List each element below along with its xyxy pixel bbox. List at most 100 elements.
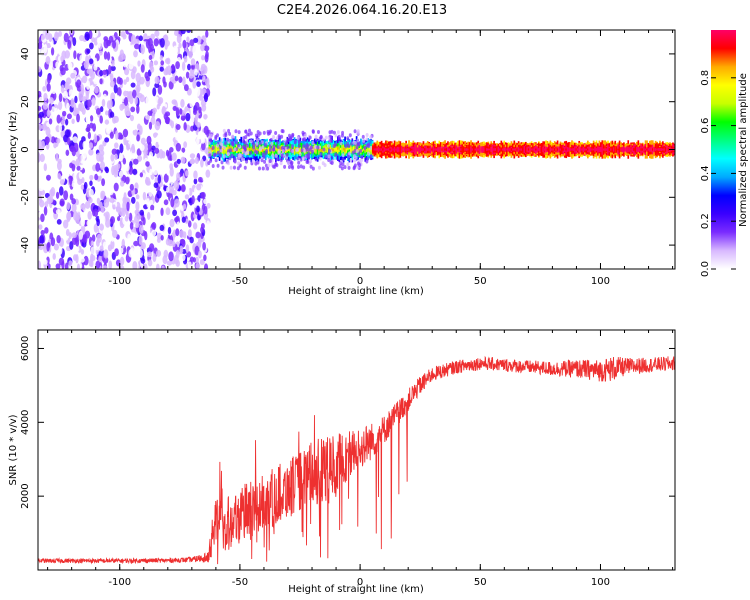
spectrogram-cell [145,75,151,82]
spectrogram-cell [654,148,657,151]
spectrogram-cell [335,147,338,152]
spectrogram-cell [65,118,69,126]
spectrogram-cell [56,219,62,225]
colorbar: 0.0 0.2 0.4 0.6 0.8 Normalized spectral ampl… [700,30,749,277]
spectrogram-cell [134,38,140,45]
spectrogram-cell [175,107,180,117]
spectrogram-cell [519,148,521,151]
spectrogram-cell [95,108,101,115]
spectrogram-cell [393,148,396,151]
spectrogram-cell [188,203,194,210]
spectrogram-cell [165,124,171,130]
spectrogram-cell [98,50,103,56]
spectrogram-ytick-label: -40 [20,237,31,253]
spectrogram-cell [227,128,231,133]
spectrogram-cell [568,148,570,151]
spectrogram-cell [180,156,186,164]
spectrogram-cell [618,148,621,151]
spectrogram-cell [303,149,307,154]
spectrogram-cell [280,145,284,150]
spectrogram-cell [224,133,228,138]
spectrogram-cell [193,178,198,185]
spectrogram-cell [112,40,117,49]
spectrogram-cell [108,64,112,75]
spectrogram-cell [657,148,660,151]
spectrogram-cell [604,148,607,151]
spectrogram-cell [627,148,630,151]
spectrogram-cell [145,161,150,167]
spectrogram-cell [151,229,157,237]
spectrogram-cell [332,130,336,135]
spectrogram-cell [179,248,184,254]
spectrogram-cell [132,129,138,136]
spectrogram-cell [484,148,487,151]
spectrogram-cell [523,148,526,151]
spectrogram-cell [63,90,69,99]
spectrogram-cell [311,140,315,145]
spectrogram-cell [399,148,402,151]
spectrogram-cell [67,61,73,70]
spectrogram-cell [55,191,60,199]
spectrogram-cell [329,147,332,151]
spectrogram-cell [132,89,137,99]
spectrogram-cell [286,145,290,150]
spectrogram-cell [205,159,209,167]
spectrogram-cell [87,210,92,220]
spectrogram-cell [272,164,276,169]
spectrogram-cell [365,137,369,142]
spectrogram-cell [194,157,199,164]
spectrogram-cell [58,93,63,102]
spectrogram-cell [334,133,338,138]
spectrogram-cell [309,159,313,164]
spectrogram-cell [416,148,419,151]
spectrogram-cell [471,148,474,151]
spectrogram-cell [176,172,181,182]
spectrogram-cell [203,125,209,135]
spectrogram-cell [326,144,329,154]
spectrogram-cell [208,153,212,158]
spectrogram-cell [517,148,520,151]
spectrogram-cell [121,207,126,217]
spectrogram-cell [550,148,553,151]
spectrogram-cell [348,133,352,138]
spectrogram-cell [214,158,218,163]
spectrogram-cell [241,139,245,144]
spectrogram-cell [297,160,301,165]
spectrogram-cell [220,160,224,165]
spectrogram-cell [139,125,143,136]
spectrogram-cell [631,148,634,151]
spectrogram-cell [233,159,237,164]
spectrogram-ylabel: Frequency (Hz) [8,111,19,187]
spectrogram-cell [132,261,138,269]
spectrogram-cell [202,75,206,83]
spectrogram-cell [316,130,320,135]
spectrogram-cell [249,147,251,152]
colorbar-tick-label: 0.0 [700,261,711,277]
spectrogram-cell [205,169,211,178]
spectrogram-cell [659,148,661,151]
spectrogram-cell [196,35,202,45]
spectrogram-cell [612,148,615,151]
spectrogram-cell [103,38,109,49]
spectrogram-cell [73,142,79,153]
spectrogram-cell [83,181,88,190]
spectrogram-cell [38,139,43,149]
spectrogram-cell [38,152,41,163]
spectrogram-cell [196,183,202,191]
spectrogram-cell [186,30,192,34]
spectrogram-cell [94,173,99,181]
spectrogram-cell [166,57,171,65]
spectrogram-cell [70,72,76,79]
spectrogram-cell [151,112,156,119]
spectrogram-cell [281,149,285,154]
spectrogram-cell [66,113,72,120]
spectrogram-cell [326,149,329,152]
spectrogram-cell [607,148,609,151]
spectrogram-cell [38,42,43,50]
spectrogram-cell [585,148,588,151]
spectrogram-cell [203,254,207,262]
spectrogram-cell [196,205,200,213]
spectrogram-cell [213,152,217,157]
spectrogram-xtick-label: 0 [357,276,363,287]
spectrogram-cell [264,163,268,168]
